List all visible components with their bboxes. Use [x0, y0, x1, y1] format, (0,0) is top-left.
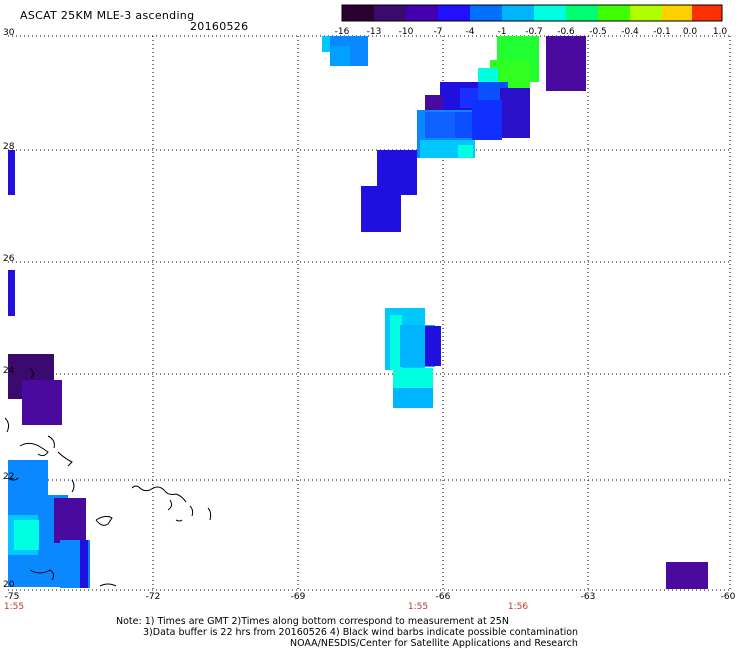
lat-label: 22 [3, 472, 15, 482]
colorbar-label: -7 [433, 27, 443, 37]
colorbar-label: -10 [398, 27, 414, 37]
product-title: ASCAT 25KM MLE-3 ascending [20, 9, 195, 22]
cell [14, 520, 39, 550]
colorbar-label: 0.0 [682, 27, 698, 37]
cell [322, 36, 330, 52]
lat-label: 24 [3, 366, 15, 376]
time-label: 1:55 [3, 602, 25, 612]
colorbar-seg-11 [692, 5, 722, 21]
lon-label: -75 [4, 592, 20, 602]
colorbar-label: -0.4 [621, 27, 639, 37]
colorbar-label: -0.7 [525, 27, 543, 37]
cell [330, 46, 350, 66]
cell [478, 68, 498, 82]
cell [8, 150, 15, 195]
colorbar-seg-5 [502, 5, 534, 21]
lon-label: -69 [290, 592, 306, 602]
colorbar-label: -1 [497, 27, 507, 37]
cell [390, 315, 402, 370]
colorbar-seg-2 [406, 5, 438, 21]
lon-label: -60 [720, 592, 736, 602]
cell [546, 36, 586, 91]
colorbar-label: -16 [334, 27, 350, 37]
colorbar [341, 4, 723, 22]
colorbar-seg-8 [598, 5, 630, 21]
cell [666, 562, 708, 589]
colorbar-seg-0 [342, 5, 374, 21]
cell [8, 270, 15, 316]
cell [80, 540, 88, 588]
cell [425, 326, 441, 366]
cell [393, 368, 433, 390]
cell [22, 380, 62, 425]
data-cells [8, 36, 708, 589]
note-line-2: 3)Data buffer is 22 hrs from 20160526 4)… [143, 627, 579, 638]
note-line-3: NOAA/NESDIS/Center for Satellite Applica… [290, 638, 578, 649]
colorbar-label: -0.6 [557, 27, 575, 37]
lon-label: -66 [435, 592, 451, 602]
colorbar-seg-6 [534, 5, 566, 21]
cell [361, 186, 401, 232]
lat-label: 28 [3, 142, 15, 152]
colorbar-seg-3 [438, 5, 470, 21]
colorbar-seg-9 [630, 5, 662, 21]
cell [425, 112, 455, 138]
graticule [8, 35, 731, 590]
lon-label: -72 [145, 592, 161, 602]
cell [472, 100, 502, 140]
lat-label: 30 [3, 28, 15, 38]
colorbar-seg-7 [566, 5, 598, 21]
cell [425, 95, 443, 110]
colorbar-label: 1.0 [712, 27, 728, 37]
colorbar-seg-1 [374, 5, 406, 21]
time-label: 1:56 [507, 602, 529, 612]
colorbar-seg-10 [662, 5, 692, 21]
lat-label: 26 [3, 254, 15, 264]
cell [54, 498, 86, 543]
coastlines [4, 367, 212, 587]
colorbar-label: -0.5 [589, 27, 607, 37]
colorbar-label: -13 [366, 27, 382, 37]
time-label: 1:55 [407, 602, 429, 612]
lon-label: -63 [580, 592, 596, 602]
lat-label: 20 [3, 580, 15, 590]
cell [458, 145, 473, 158]
note-line-1: Note: 1) Times are GMT 2)Times along bot… [116, 616, 509, 627]
cell [393, 388, 433, 408]
product-date: 20160526 [190, 20, 249, 33]
colorbar-label: -4 [465, 27, 475, 37]
colorbar-label: -0.1 [653, 27, 671, 37]
colorbar-seg-4 [470, 5, 502, 21]
cell [500, 88, 530, 138]
